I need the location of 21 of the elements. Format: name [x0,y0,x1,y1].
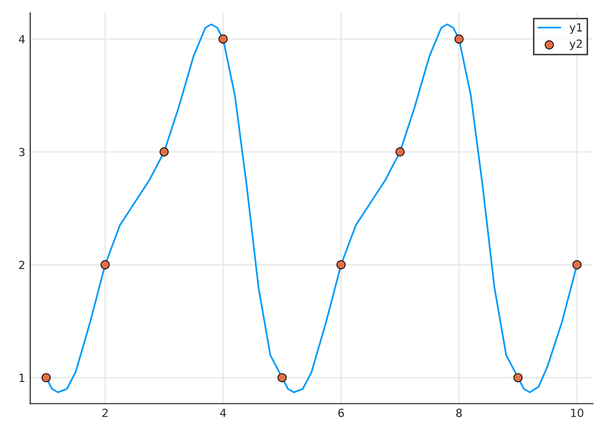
x-tick-label: 6 [338,408,344,418]
point [278,373,287,382]
point [100,260,110,270]
point [42,373,51,382]
x-tick-label: 4 [220,408,226,417]
x-tick-label: 8 [456,408,462,418]
legend-label: y2 [570,40,582,50]
x-tick-label: 2 [102,408,108,417]
point [572,260,582,270]
y-tick-label: 4 [18,35,25,44]
point [336,260,346,270]
y-tick-label: 2 [19,260,24,269]
point [454,34,464,44]
point [160,147,169,156]
point [395,147,405,156]
y-tick-label: 3 [19,148,24,156]
point [218,34,228,44]
point [513,373,523,382]
y-tick-label: 1 [20,374,24,382]
legend-label: y1 [570,23,582,34]
x-tick-label: 10 [571,408,584,418]
